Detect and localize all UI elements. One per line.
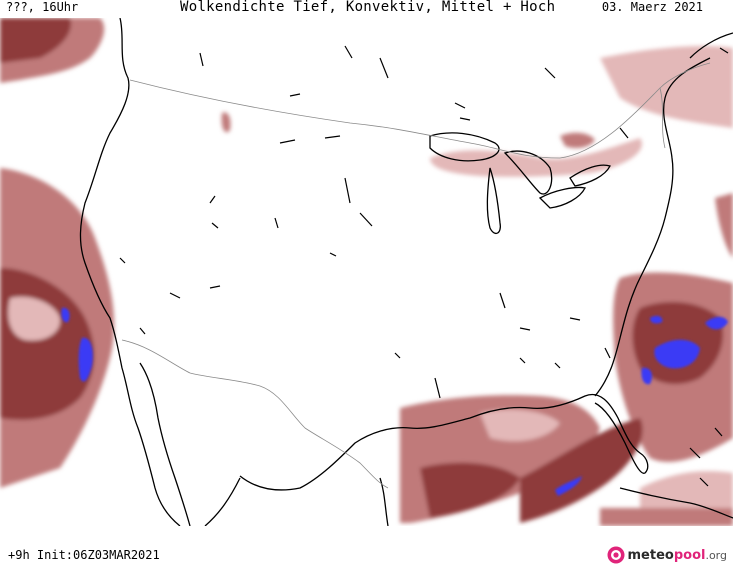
cloud-cover-layer bbox=[0, 18, 733, 526]
great-lakes bbox=[429, 132, 611, 235]
weather-map bbox=[0, 17, 733, 527]
political-borders bbox=[121, 62, 711, 489]
meteopool-logo-icon bbox=[607, 546, 624, 564]
convective-cells bbox=[61, 307, 728, 496]
brand-name-part3: .org bbox=[705, 548, 727, 562]
meteopool-brand[interactable]: meteopool.org bbox=[607, 544, 728, 566]
footer-bar: +9h Init:06Z03MAR2021 meteopool.org bbox=[0, 526, 733, 566]
brand-name-part1: meteo bbox=[627, 547, 674, 563]
forecast-label: ???, 16Uhr bbox=[6, 0, 79, 14]
run-info: +9h Init:06Z03MAR2021 bbox=[8, 548, 160, 562]
coastlines bbox=[79, 17, 733, 527]
header-bar: ???, 16Uhr Wolkendichte Tief, Konvektiv,… bbox=[0, 0, 733, 18]
brand-name: meteopool.org bbox=[628, 548, 728, 563]
forecast-date: 03. Maerz 2021 bbox=[601, 0, 703, 14]
brand-name-part2: pool bbox=[673, 547, 706, 563]
map-title: Wolkendichte Tief, Konvektiv, Mittel + H… bbox=[180, 0, 556, 15]
inland-water-features bbox=[119, 45, 729, 487]
